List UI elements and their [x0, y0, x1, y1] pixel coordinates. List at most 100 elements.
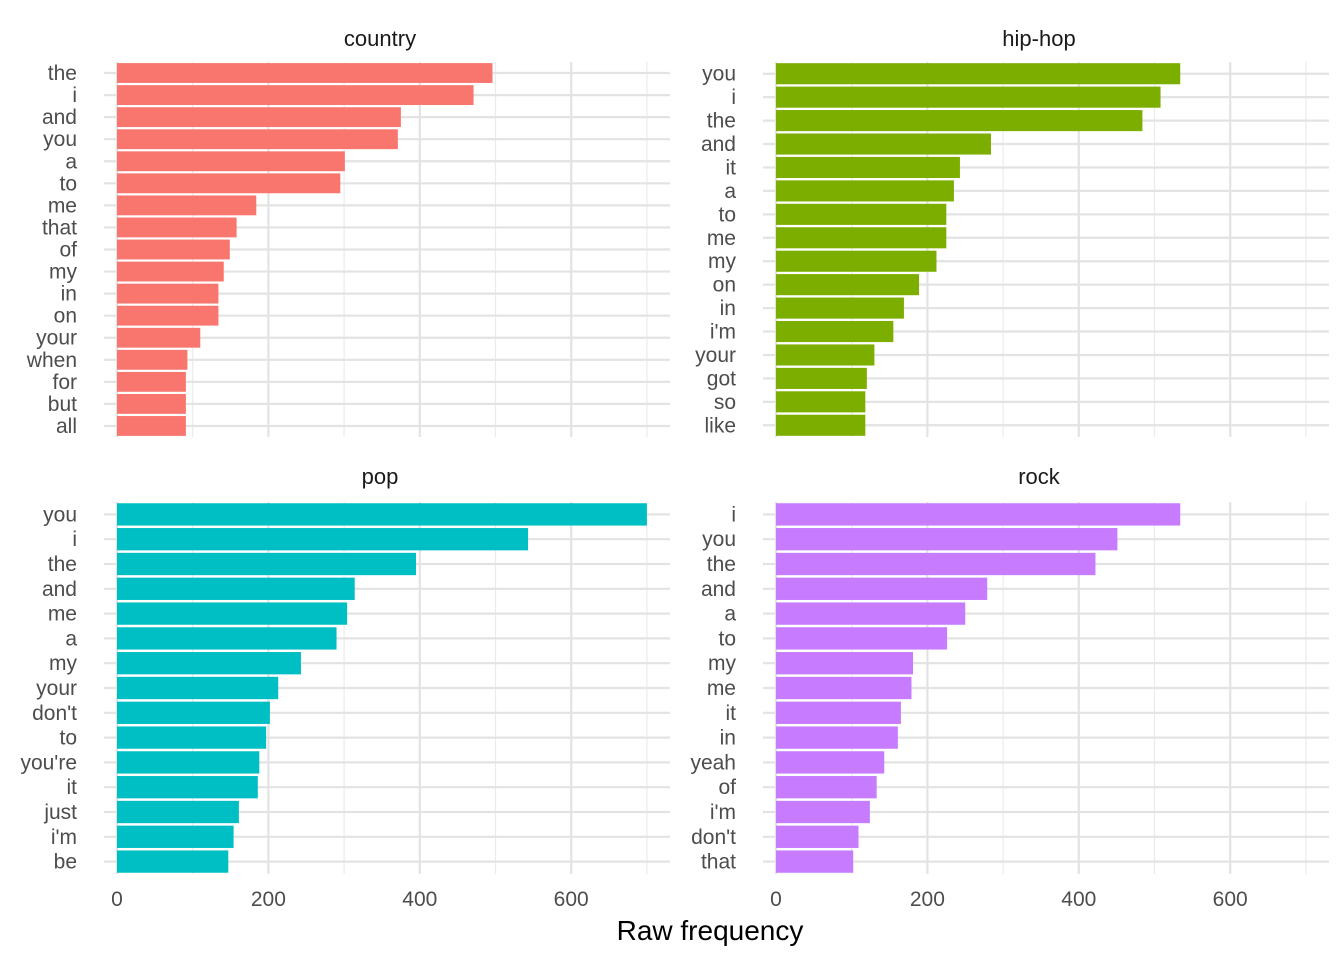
bar-rock-a: [776, 602, 966, 625]
y-tick-label: i'm: [51, 826, 77, 849]
y-tick-label: and: [42, 578, 77, 601]
bar-hip-hop-on: [776, 274, 920, 296]
bar-rock-my: [776, 652, 914, 675]
bar-pop-don't: [117, 701, 270, 724]
y-tick-label: and: [701, 578, 736, 601]
bar-country-but: [117, 393, 186, 414]
bar-country-that: [117, 217, 237, 238]
y-tick-label: got: [707, 367, 736, 390]
bar-hip-hop-i'm: [776, 320, 894, 343]
y-tick-label: you: [702, 528, 736, 551]
y-tick-label: to: [59, 172, 77, 195]
y-tick-label: it: [67, 776, 78, 799]
y-tick-label: and: [42, 106, 77, 129]
bar-pop-and: [117, 577, 355, 600]
bar-pop-i: [117, 528, 529, 551]
bar-pop-my: [117, 652, 301, 675]
bar-hip-hop-i: [776, 86, 1161, 108]
bar-rock-don't: [776, 825, 859, 848]
y-tick-label: a: [724, 603, 736, 626]
y-tick-label: i: [731, 86, 736, 109]
y-tick-label: that: [42, 216, 77, 239]
y-tick-label: you: [43, 128, 77, 151]
bar-hip-hop-you: [776, 63, 1181, 85]
bar-hip-hop-it: [776, 156, 960, 179]
bar-rock-me: [776, 676, 912, 700]
bar-pop-a: [117, 627, 337, 650]
x-tick-label: 600: [1213, 888, 1248, 911]
bar-hip-hop-got: [776, 367, 867, 389]
bar-hip-hop-my: [776, 250, 937, 272]
y-tick-label: the: [48, 62, 77, 85]
x-tick-label: 200: [251, 888, 286, 911]
bar-country-for: [117, 371, 186, 392]
y-tick-label: be: [54, 851, 77, 874]
y-tick-label: to: [59, 727, 77, 750]
y-tick-label: my: [708, 652, 736, 675]
bar-pop-be: [117, 850, 229, 873]
bar-country-my: [117, 261, 224, 282]
y-tick-label: a: [724, 180, 736, 203]
bar-pop-just: [117, 800, 239, 824]
x-tick-label: 200: [910, 888, 945, 911]
y-tick-label: me: [707, 227, 736, 250]
panel-country: theiandyouatomethatofmyinonyourwhenforbu…: [26, 26, 670, 438]
y-tick-label: my: [49, 652, 77, 675]
bar-country-and: [117, 107, 401, 128]
bar-country-a: [117, 151, 345, 172]
bar-pop-i'm: [117, 825, 234, 848]
x-tick-label: 400: [402, 888, 437, 911]
bar-country-you: [117, 129, 398, 150]
bar-rock-i'm: [776, 800, 870, 824]
x-tick-label: 400: [1061, 888, 1096, 911]
panel-title: pop: [362, 464, 399, 489]
bar-hip-hop-me: [776, 227, 947, 249]
y-tick-label: when: [26, 349, 77, 372]
bar-country-the: [117, 63, 493, 83]
y-tick-label: you: [43, 503, 77, 526]
y-tick-label: to: [718, 203, 736, 226]
bar-country-all: [117, 416, 186, 436]
y-tick-label: on: [54, 305, 77, 328]
bar-rock-in: [776, 726, 898, 749]
bar-pop-to: [117, 726, 267, 749]
bar-country-your: [117, 327, 201, 348]
bar-country-to: [117, 173, 341, 194]
y-tick-label: the: [48, 553, 77, 576]
y-tick-label: the: [707, 553, 736, 576]
y-tick-label: you're: [20, 751, 77, 774]
bar-rock-you: [776, 528, 1118, 551]
y-tick-label: like: [704, 414, 736, 437]
bar-pop-your: [117, 676, 279, 700]
y-tick-label: i'm: [710, 801, 736, 824]
bar-country-in: [117, 283, 219, 304]
y-tick-label: a: [65, 627, 77, 650]
y-tick-label: me: [48, 194, 77, 217]
x-tick-label: 600: [554, 888, 589, 911]
bar-rock-and: [776, 577, 988, 600]
bar-rock-to: [776, 627, 948, 650]
y-tick-label: and: [701, 133, 736, 156]
bar-pop-me: [117, 602, 348, 625]
y-tick-label: but: [48, 393, 77, 416]
y-tick-label: all: [56, 415, 77, 438]
bar-pop-it: [117, 776, 258, 799]
y-tick-label: your: [36, 677, 77, 700]
bar-hip-hop-so: [776, 391, 866, 413]
y-tick-label: my: [49, 261, 77, 284]
bar-rock-of: [776, 776, 877, 799]
y-tick-label: of: [718, 776, 736, 799]
y-tick-label: yeah: [690, 751, 736, 774]
bar-hip-hop-like: [776, 414, 866, 436]
bar-country-me: [117, 195, 257, 216]
bar-hip-hop-in: [776, 297, 904, 319]
y-tick-label: i: [72, 528, 77, 551]
y-tick-label: to: [718, 627, 736, 650]
y-tick-label: the: [707, 110, 736, 133]
panel-title: rock: [1018, 464, 1061, 489]
y-tick-label: i'm: [710, 321, 736, 344]
y-tick-label: it: [726, 702, 737, 725]
bar-country-when: [117, 349, 188, 370]
